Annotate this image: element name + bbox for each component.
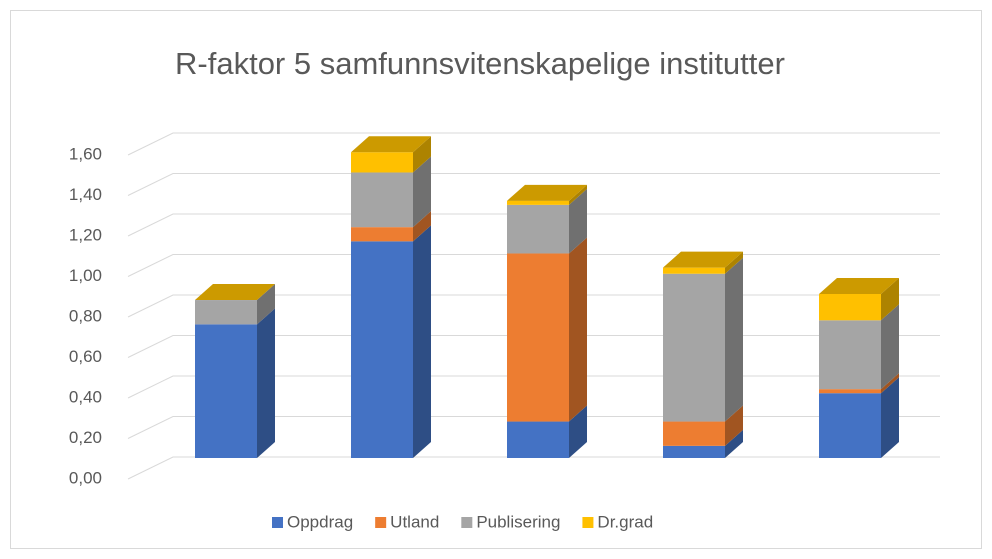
bar	[507, 421, 569, 458]
bar-top	[351, 136, 431, 153]
bar-top	[195, 284, 275, 301]
y-tick-label: 0,80	[69, 306, 102, 325]
bar	[819, 293, 881, 321]
bar	[195, 324, 257, 458]
bar-side	[725, 257, 743, 422]
bar-side	[257, 308, 275, 458]
bar-side	[881, 304, 899, 390]
bar-side	[413, 136, 431, 173]
bar	[351, 241, 413, 458]
chart-title: R-faktor 5 samfunnsvitenskapelige instit…	[175, 46, 785, 81]
bar	[663, 445, 725, 458]
legend-swatch	[582, 517, 594, 528]
bar-side	[569, 237, 587, 422]
bar-side	[881, 373, 899, 394]
bar-side	[569, 188, 587, 254]
legend-swatch	[461, 517, 473, 528]
bar-side	[725, 251, 743, 274]
legend-swatch	[272, 517, 283, 528]
bar	[507, 204, 569, 254]
grid-line	[127, 173, 940, 196]
grid-line	[127, 213, 940, 237]
bar	[819, 389, 881, 394]
chart-frame	[10, 10, 982, 549]
bar-side	[725, 405, 743, 446]
bar-side	[881, 277, 899, 321]
y-tick-label: 0,00	[69, 468, 102, 487]
bar-side	[725, 429, 743, 458]
bar	[663, 421, 725, 446]
legend-label: Dr.grad	[597, 512, 653, 531]
y-tick-label: 1,40	[69, 185, 102, 204]
y-tick-label: 1,00	[69, 266, 102, 285]
bar-side	[257, 284, 275, 325]
bar	[351, 227, 413, 242]
y-tick-label: 0,20	[69, 428, 102, 447]
bar-side	[569, 184, 587, 205]
bar	[819, 320, 881, 390]
bar	[819, 393, 881, 458]
y-tick-label: 1,20	[69, 225, 102, 244]
bar-side	[413, 211, 431, 242]
bar-side	[881, 377, 899, 458]
y-tick-label: 0,60	[69, 347, 102, 366]
legend-label: Publisering	[476, 512, 560, 531]
y-tick-label: 0,40	[69, 387, 102, 406]
bar	[351, 172, 413, 228]
legend-swatch	[375, 517, 387, 528]
bar	[351, 152, 413, 173]
legend-label: Oppdrag	[287, 512, 353, 531]
bar-side	[569, 405, 587, 458]
bar-side	[413, 156, 431, 228]
bar-top	[819, 277, 899, 294]
bar	[195, 300, 257, 325]
grid-line	[127, 132, 940, 156]
y-tick-label: 1,60	[69, 144, 102, 163]
bar-top	[663, 251, 743, 268]
bar-top	[507, 184, 587, 201]
bar	[507, 253, 569, 422]
bar	[663, 273, 725, 422]
bar	[663, 267, 725, 274]
bar-side	[413, 225, 431, 458]
legend-label: Utland	[390, 512, 439, 531]
bar	[507, 200, 569, 205]
